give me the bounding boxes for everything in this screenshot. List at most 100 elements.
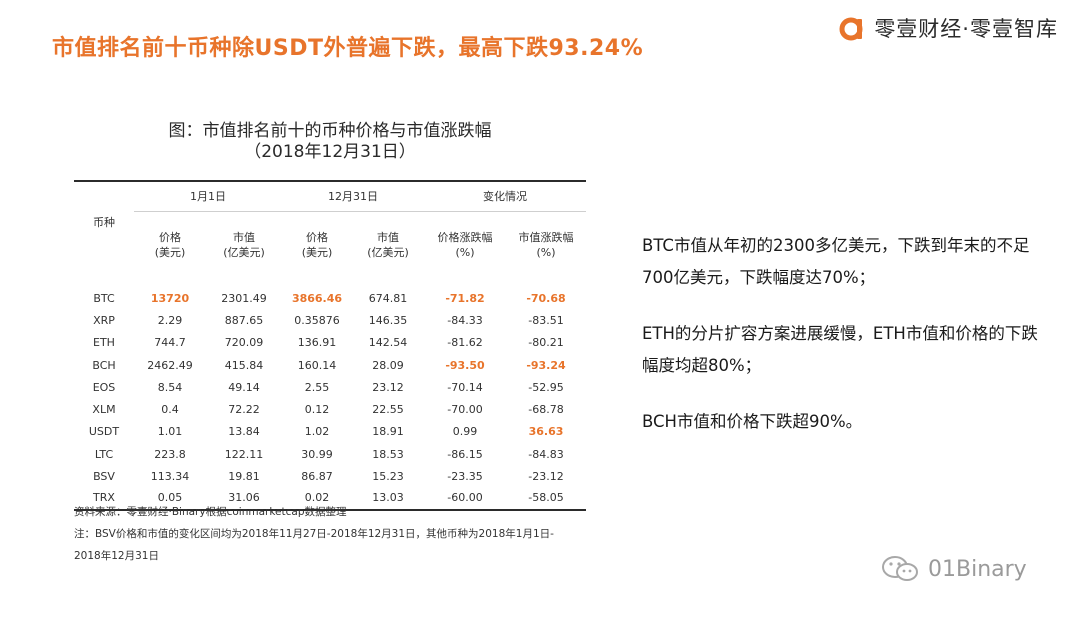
cell-mcap-jan1: 122.11 bbox=[224, 447, 264, 461]
cell-price-dec31: 0.12 bbox=[304, 403, 330, 417]
cell-coin: BSV bbox=[93, 470, 115, 484]
cell-mcap-dec31: 142.54 bbox=[368, 336, 408, 350]
cell-mcap-jan1: 31.06 bbox=[206, 487, 282, 511]
cell-price-dec31: 1.02 bbox=[304, 425, 330, 439]
table-row: TRX 0.05 31.06 0.02 13.03 -60.00 -58.05 bbox=[74, 487, 586, 511]
cell-price-change: -86.15 bbox=[447, 447, 483, 461]
cell-coin: BTC bbox=[93, 291, 115, 305]
table-row: XLM 0.4 72.22 0.12 22.55 -70.00 -68.78 bbox=[74, 398, 586, 420]
watermark: 01Binary bbox=[880, 554, 1027, 584]
cell-mcap-jan1: 49.14 bbox=[228, 380, 260, 394]
note-line-1: 注：BSV价格和市值的变化区间均为2018年11月27日-2018年12月31日… bbox=[74, 528, 554, 540]
cell-coin: XRP bbox=[93, 313, 115, 327]
table-row: USDT 1.01 13.84 1.02 18.91 0.99 36.63 bbox=[74, 421, 586, 443]
cell-price-change: -84.33 bbox=[447, 313, 483, 327]
group-header-jan1: 1月1日 bbox=[134, 180, 282, 212]
cell-price-jan1: 13720 bbox=[150, 291, 190, 305]
cell-price-jan1: 8.54 bbox=[157, 380, 183, 394]
cell-price-dec31: 2.55 bbox=[304, 380, 330, 394]
cell-mcap-dec31: 15.23 bbox=[372, 470, 404, 484]
cell-mcap-change: 36.63 bbox=[528, 425, 564, 439]
cell-coin: LTC bbox=[94, 447, 114, 461]
cell-coin: BCH bbox=[92, 358, 116, 372]
cell-mcap-change: -23.12 bbox=[528, 470, 564, 484]
table-row: XRP 2.29 887.65 0.35876 146.35 -84.33 -8… bbox=[74, 309, 586, 331]
table-row: LTC 223.8 122.11 30.99 18.53 -86.15 -84.… bbox=[74, 443, 586, 465]
cell-price-dec31: 0.02 bbox=[282, 487, 352, 511]
cell-mcap-dec31: 18.53 bbox=[372, 447, 404, 461]
cell-price-jan1: 0.05 bbox=[134, 487, 206, 511]
cell-coin: USDT bbox=[88, 425, 120, 439]
cell-mcap-change: -58.05 bbox=[506, 487, 586, 511]
column-header-mcap-jan1: 市值 (亿美元) bbox=[223, 231, 265, 260]
cell-mcap-change: -93.24 bbox=[526, 358, 566, 372]
cell-price-jan1: 223.8 bbox=[154, 447, 186, 461]
cell-price-jan1: 113.34 bbox=[150, 470, 190, 484]
cell-price-dec31: 0.35876 bbox=[294, 313, 340, 327]
table-column-header-row: 币种 价格 (美元) 市值 (亿美元) 价格 (美元) 市值 (亿美元) 价格涨跌幅 (%… bbox=[74, 211, 586, 287]
cell-price-jan1: 2462.49 bbox=[147, 358, 193, 372]
cell-mcap-change: -83.51 bbox=[528, 313, 564, 327]
cell-price-change: -70.14 bbox=[447, 380, 483, 394]
cell-mcap-dec31: 22.55 bbox=[372, 403, 404, 417]
source-line: 资料来源：零壹财经·Binary根据coinmarketcap数据整理 bbox=[74, 506, 347, 518]
cell-mcap-jan1: 415.84 bbox=[224, 358, 264, 372]
cell-mcap-dec31: 674.81 bbox=[368, 291, 408, 305]
cell-price-change: -81.62 bbox=[447, 336, 483, 350]
cell-mcap-change: -84.83 bbox=[528, 447, 564, 461]
cell-price-change: 0.99 bbox=[452, 425, 478, 439]
table-row: EOS 8.54 49.14 2.55 23.12 -70.14 -52.95 bbox=[74, 376, 586, 398]
wechat-icon bbox=[882, 556, 918, 581]
source-note: 资料来源：零壹财经·Binary根据coinmarketcap数据整理 注：BS… bbox=[74, 501, 594, 567]
brand: 零壹财经·零壹智库 bbox=[838, 12, 1058, 44]
cell-mcap-dec31: 146.35 bbox=[368, 313, 408, 327]
cell-price-dec31: 3866.46 bbox=[291, 291, 343, 305]
table-group-header-row: 1月1日 12月31日 变化情况 bbox=[74, 180, 586, 212]
cell-mcap-jan1: 2301.49 bbox=[221, 291, 267, 305]
commentary: BTC市值从年初的2300多亿美元，下跌到年末的不足700亿美元，下跌幅度达70… bbox=[642, 230, 1052, 462]
cell-mcap-dec31: 23.12 bbox=[372, 380, 404, 394]
cell-price-jan1: 2.29 bbox=[157, 313, 183, 327]
column-header-price-jan1: 价格 (美元) bbox=[154, 231, 186, 260]
table-corner-cell bbox=[74, 180, 134, 211]
cell-mcap-jan1: 72.22 bbox=[228, 403, 260, 417]
cell-price-dec31: 30.99 bbox=[301, 447, 333, 461]
cell-coin: XLM bbox=[92, 403, 116, 417]
slide-title: 市值排名前十币种除USDT外普遍下跌，最高下跌93.24% bbox=[52, 36, 644, 61]
cell-price-dec31: 86.87 bbox=[301, 470, 333, 484]
cell-mcap-dec31: 18.91 bbox=[372, 425, 404, 439]
cell-mcap-change: -80.21 bbox=[528, 336, 564, 350]
commentary-eth: ETH的分片扩容方案进展缓慢，ETH市值和价格的下跌幅度均超80%； bbox=[642, 324, 1038, 375]
cell-mcap-dec31: 13.03 bbox=[352, 487, 424, 511]
cell-price-jan1: 744.7 bbox=[154, 336, 186, 350]
cell-price-jan1: 1.01 bbox=[157, 425, 183, 439]
cell-coin: ETH bbox=[93, 336, 115, 350]
brand-a-logo-icon bbox=[839, 17, 863, 41]
cell-mcap-jan1: 720.09 bbox=[224, 336, 264, 350]
price-market-cap-table: 1月1日 12月31日 变化情况 币种 价格 (美元) 市值 (亿美元) 价格 (美元… bbox=[74, 180, 586, 511]
cell-price-dec31: 136.91 bbox=[297, 336, 337, 350]
column-header-mcap-dec31: 市值 (亿美元) bbox=[367, 231, 409, 260]
cell-price-change: -23.35 bbox=[447, 470, 483, 484]
cell-mcap-jan1: 19.81 bbox=[228, 470, 260, 484]
cell-coin: EOS bbox=[92, 380, 116, 394]
cell-price-change: -60.00 bbox=[424, 487, 506, 511]
cell-price-jan1: 0.4 bbox=[161, 403, 179, 417]
cell-price-change: -70.00 bbox=[447, 403, 483, 417]
cell-mcap-change: -52.95 bbox=[528, 380, 564, 394]
brand-text: 零壹财经·零壹智库 bbox=[874, 17, 1058, 41]
cell-mcap-jan1: 13.84 bbox=[228, 425, 260, 439]
commentary-btc: BTC市值从年初的2300多亿美元，下跌到年末的不足700亿美元，下跌幅度达70… bbox=[642, 236, 1030, 287]
cell-price-change: -71.82 bbox=[445, 291, 485, 305]
column-header-price-change: 价格涨跌幅 (%) bbox=[437, 231, 493, 260]
cell-price-change: -93.50 bbox=[445, 358, 485, 372]
group-header-dec31: 12月31日 bbox=[282, 180, 424, 212]
cell-coin: TRX bbox=[74, 487, 134, 511]
cell-mcap-change: -70.68 bbox=[526, 291, 566, 305]
cell-price-dec31: 160.14 bbox=[297, 358, 337, 372]
table-row: ETH 744.7 720.09 136.91 142.54 -81.62 -8… bbox=[74, 332, 586, 354]
cell-mcap-dec31: 28.09 bbox=[372, 358, 404, 372]
column-header-coin: 币种 bbox=[93, 216, 115, 229]
table-row: BSV 113.34 19.81 86.87 15.23 -23.35 -23.… bbox=[74, 465, 586, 487]
column-header-price-dec31: 价格 (美元) bbox=[301, 231, 333, 260]
